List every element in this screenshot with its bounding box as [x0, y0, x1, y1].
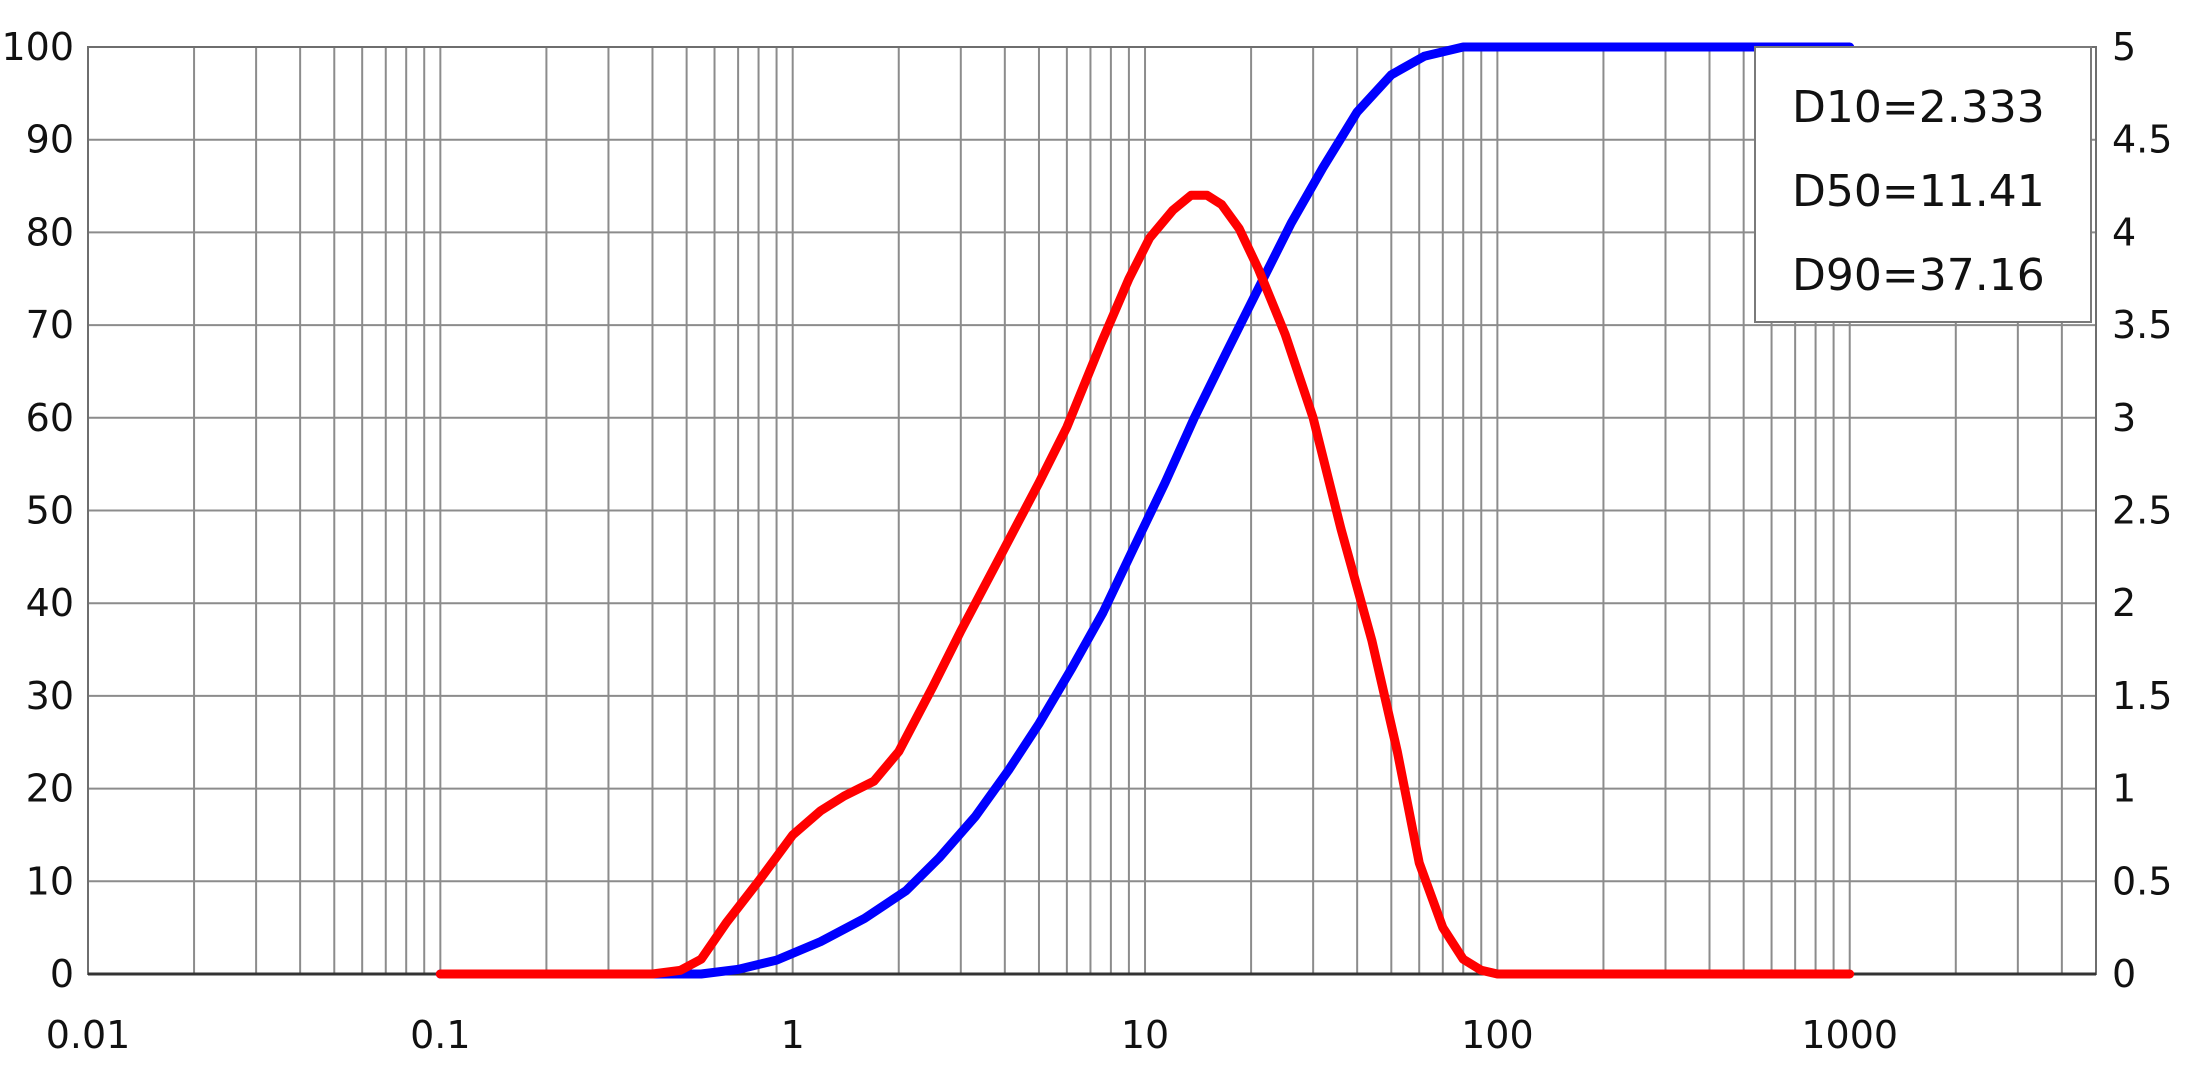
- d50-annotation: D50=11.41: [1792, 166, 2045, 217]
- x-tick-label: 0.1: [410, 1013, 470, 1057]
- y-tick-label-right: 4: [2112, 210, 2136, 254]
- d10-annotation: D10=2.333: [1792, 82, 2045, 133]
- cumulative-series-line: [435, 42, 1855, 979]
- stats-legend: D10=2.333 D50=11.41 D90=37.16: [1754, 46, 2092, 323]
- grid: [87, 46, 2097, 975]
- y-tick-label-right: 4.5: [2112, 118, 2172, 162]
- tick-labels: 0.01 0.1 1 10 100 100001020304050607080901000…: [1, 25, 2172, 1057]
- x-tick-label: 1: [781, 1013, 805, 1057]
- y-tick-label-left: 100: [1, 25, 74, 69]
- x-tick-label: 100: [1461, 1013, 1534, 1057]
- y-tick-label-left: 90: [26, 118, 74, 162]
- y-tick-label-left: 80: [26, 210, 74, 254]
- y-tick-label-left: 30: [26, 674, 74, 718]
- y-tick-label-right: 5: [2112, 25, 2136, 69]
- y-tick-label-left: 60: [26, 396, 74, 440]
- y-tick-label-right: 3.5: [2112, 303, 2172, 347]
- x-tick-label: 0.01: [46, 1013, 131, 1057]
- frequency-series-line: [435, 190, 1855, 979]
- stats-legend-box: [1754, 46, 2092, 323]
- y-tick-label-left: 50: [26, 489, 74, 533]
- y-tick-label-right: 0: [2112, 952, 2136, 996]
- y-tick-label-right: 3: [2112, 396, 2136, 440]
- y-tick-label-left: 40: [26, 581, 74, 625]
- y-tick-label-left: 20: [26, 767, 74, 811]
- x-tick-label: 10: [1121, 1013, 1169, 1057]
- y-tick-label-right: 1: [2112, 767, 2136, 811]
- y-tick-label-left: 10: [26, 859, 74, 903]
- y-tick-label-left: 70: [26, 303, 74, 347]
- x-tick-label: 1000: [1801, 1013, 1898, 1057]
- y-tick-label-right: 0.5: [2112, 859, 2172, 903]
- y-tick-label-right: 1.5: [2112, 674, 2172, 718]
- y-tick-label-right: 2: [2112, 581, 2136, 625]
- d90-annotation: D90=37.16: [1792, 250, 2045, 301]
- series-layer: [435, 42, 1855, 979]
- y-tick-label-right: 2.5: [2112, 489, 2172, 533]
- y-tick-label-left: 0: [50, 952, 74, 996]
